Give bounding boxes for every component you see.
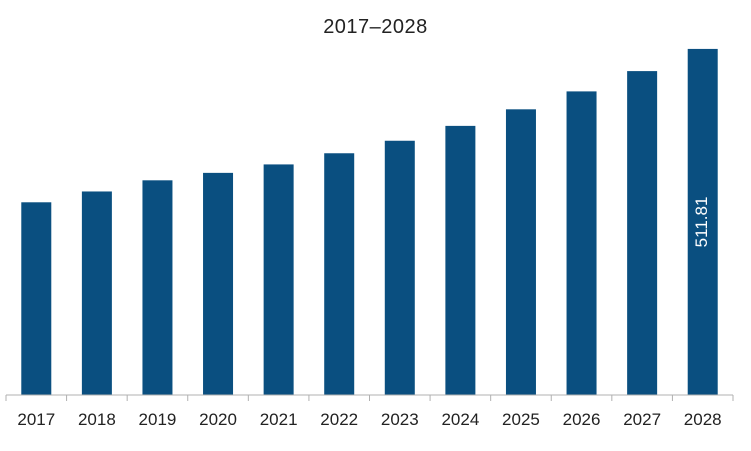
bar-2021	[263, 164, 294, 395]
bar-2023	[384, 140, 415, 395]
x-tick-label-2023: 2023	[381, 410, 419, 429]
bar-2017	[21, 202, 52, 395]
x-tick-label-2022: 2022	[320, 410, 358, 429]
ticks-layer	[5, 395, 734, 401]
x-tick-label-2017: 2017	[17, 410, 55, 429]
bar-2022	[324, 153, 355, 395]
bar-2018	[81, 191, 112, 395]
x-tick-label-2021: 2021	[260, 410, 298, 429]
x-tick-label-2019: 2019	[139, 410, 177, 429]
bar-2020	[203, 172, 234, 395]
chart-title: 2017–2028	[323, 16, 428, 38]
bar-2024	[445, 125, 476, 395]
bar-2025	[505, 109, 536, 395]
x-tick-label-2024: 2024	[441, 410, 479, 429]
bar-2019	[142, 180, 173, 395]
x-tick-label-2018: 2018	[78, 410, 116, 429]
x-tick-label-2028: 2028	[684, 410, 722, 429]
labels-layer: 2017 2018 2019 2020 2021 2022 2023 2024 2025 2026…	[17, 197, 721, 429]
x-tick-label-2026: 2026	[563, 410, 601, 429]
bar-2028	[687, 48, 718, 396]
x-tick-label-2025: 2025	[502, 410, 540, 429]
bars-layer	[21, 48, 718, 396]
x-tick-label-2027: 2027	[623, 410, 661, 429]
bar-2027	[627, 71, 658, 395]
bar-2026	[566, 91, 597, 395]
data-label-2028: 511.81	[692, 197, 711, 248]
x-tick-label-2020: 2020	[199, 410, 237, 429]
